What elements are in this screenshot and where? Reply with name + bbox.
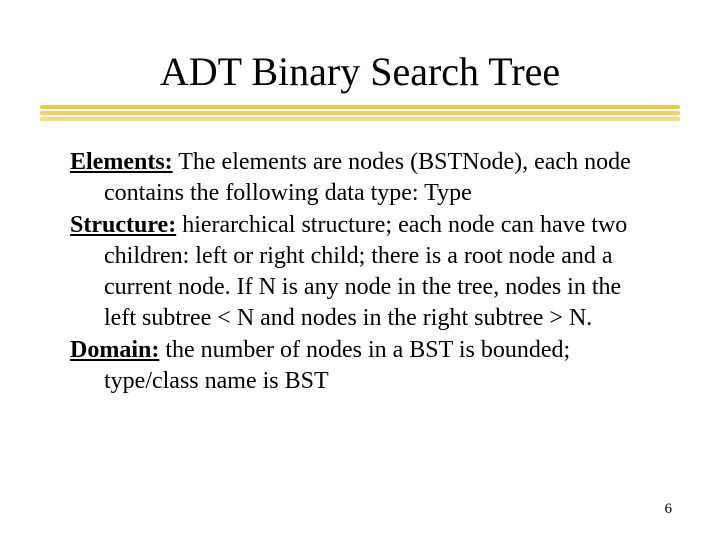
label-elements: Elements: [70, 149, 173, 175]
label-structure: Structure: [70, 212, 176, 238]
section-domain: Domain: the number of nodes in a BST is … [70, 335, 650, 396]
underline-stroke-2 [40, 111, 680, 115]
section-structure: Structure: hierarchical structure; each … [70, 210, 650, 333]
label-domain: Domain: [70, 337, 159, 363]
title-underline [40, 105, 680, 123]
title-container: ADT Binary Search Tree [70, 48, 650, 95]
section-elements: Elements: The elements are nodes (BSTNod… [70, 147, 650, 208]
underline-stroke-3 [40, 117, 680, 121]
text-elements: The elements are nodes (BSTNode), each n… [104, 149, 631, 206]
underline-stroke-1 [40, 105, 680, 109]
text-domain: the number of nodes in a BST is bounded;… [104, 337, 570, 394]
text-structure: hierarchical structure; each node can ha… [104, 212, 627, 330]
page-number: 6 [665, 501, 673, 518]
slide: ADT Binary Search Tree Elements: The ele… [0, 0, 720, 540]
body-text: Elements: The elements are nodes (BSTNod… [70, 147, 650, 397]
slide-title: ADT Binary Search Tree [160, 48, 560, 95]
